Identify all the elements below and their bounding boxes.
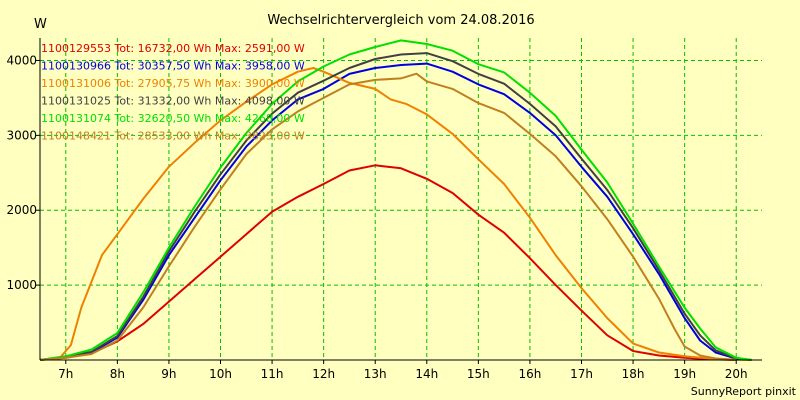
x-tick-label: 20h	[725, 367, 748, 381]
series-line-1100131006	[39, 67, 752, 361]
y-tick-label: 2000	[6, 203, 37, 217]
y-axis-ticks: 1000 2000 3000 4000	[6, 53, 40, 292]
series-line-1100131025	[39, 52, 752, 361]
legend-entry-1100131074: 1100131074 Tot: 32620,50 Wh Max: 4268,00…	[41, 112, 305, 125]
plot-area	[39, 38, 762, 361]
series-line-1100148421	[39, 72, 737, 361]
legend-entry-1100131025: 1100131025 Tot: 31332,00 Wh Max: 4098,00…	[41, 95, 305, 108]
x-tick-label: 19h	[673, 367, 696, 381]
series-line-1100129553	[39, 164, 737, 361]
y-tick-label: 3000	[6, 128, 37, 142]
x-tick-label: 9h	[161, 367, 176, 381]
x-axis-ticks: 7h 8h 9h 10h 11h 12h 13h 14h 15h 16h 17h 18h 19h 20h	[58, 360, 748, 381]
x-tick-label: 15h	[467, 367, 490, 381]
x-tick-label: 16h	[518, 367, 541, 381]
chart-title: Wechselrichtervergleich vom 24.08.2016	[267, 13, 534, 28]
footer-credit: SunnyReport pinxit	[691, 385, 797, 398]
y-axis-unit: W	[34, 17, 47, 32]
x-tick-label: 11h	[261, 367, 284, 381]
legend-entry-1100131006: 1100131006 Tot: 27905,75 Wh Max: 3900,00…	[41, 77, 305, 90]
y-tick-label: 4000	[6, 53, 37, 67]
series-line-1100130966	[39, 62, 752, 361]
series-lines	[39, 39, 752, 361]
legend-entry-1100148421: 1100148421 Tot: 28533,00 Wh Max: 3823,00…	[41, 130, 305, 143]
legend-entry-1100130966: 1100130966 Tot: 30357,50 Wh Max: 3958,00…	[41, 60, 305, 73]
legend-entry-1100129553: 1100129553 Tot: 16732,00 Wh Max: 2591,00…	[41, 42, 305, 55]
axes	[39, 38, 762, 361]
x-tick-label: 13h	[364, 367, 387, 381]
x-tick-label: 10h	[209, 367, 232, 381]
x-tick-label: 14h	[415, 367, 438, 381]
x-tick-label: 18h	[622, 367, 645, 381]
x-tick-label: 17h	[570, 367, 593, 381]
x-tick-label: 8h	[110, 367, 125, 381]
x-tick-label: 12h	[312, 367, 335, 381]
y-tick-label: 1000	[6, 278, 37, 292]
legend: 1100129553 Tot: 16732,00 Wh Max: 2591,00…	[41, 42, 305, 143]
series-line-1100131074	[39, 39, 752, 361]
x-tick-label: 7h	[58, 367, 73, 381]
